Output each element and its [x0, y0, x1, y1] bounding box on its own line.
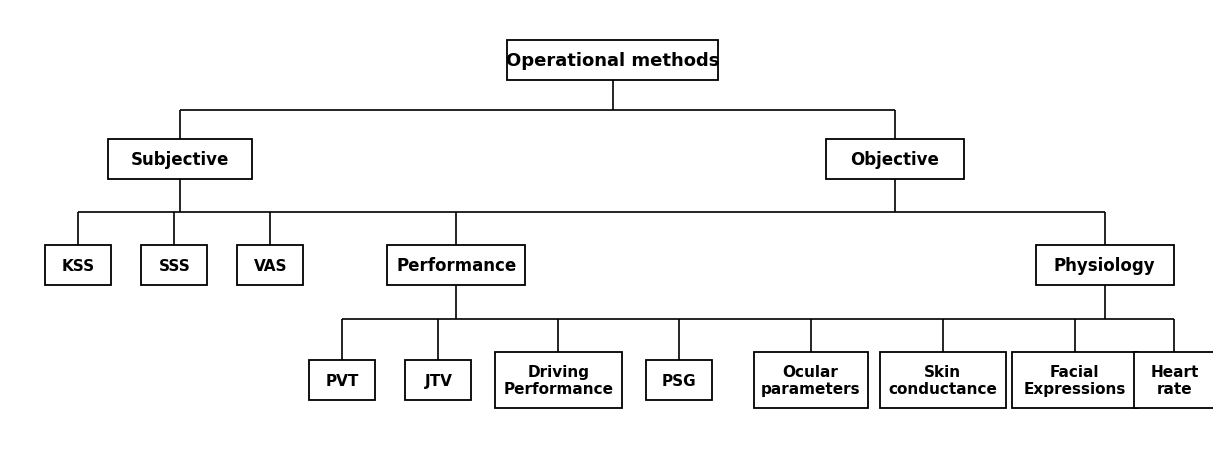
Text: Ocular
parameters: Ocular parameters	[761, 364, 860, 397]
Text: Skin
conductance: Skin conductance	[888, 364, 997, 397]
Text: Objective: Objective	[850, 151, 940, 169]
FancyBboxPatch shape	[826, 140, 964, 180]
FancyBboxPatch shape	[405, 360, 472, 400]
Text: Physiology: Physiology	[1054, 257, 1155, 274]
FancyBboxPatch shape	[1012, 352, 1138, 409]
FancyBboxPatch shape	[880, 352, 1006, 409]
FancyBboxPatch shape	[141, 245, 207, 285]
Text: KSS: KSS	[61, 258, 94, 273]
Text: PVT: PVT	[326, 373, 359, 388]
FancyBboxPatch shape	[507, 40, 718, 81]
Text: JTV: JTV	[425, 373, 452, 388]
Text: VAS: VAS	[254, 258, 287, 273]
Text: Facial
Expressions: Facial Expressions	[1024, 364, 1126, 397]
FancyBboxPatch shape	[238, 245, 304, 285]
FancyBboxPatch shape	[1133, 352, 1215, 409]
Text: Operational methods: Operational methods	[506, 52, 719, 70]
FancyBboxPatch shape	[495, 352, 621, 409]
FancyBboxPatch shape	[1035, 245, 1174, 285]
FancyBboxPatch shape	[387, 245, 526, 285]
FancyBboxPatch shape	[108, 140, 252, 180]
FancyBboxPatch shape	[753, 352, 867, 409]
Text: Performance: Performance	[397, 257, 517, 274]
Text: SSS: SSS	[158, 258, 190, 273]
Text: Subjective: Subjective	[131, 151, 229, 169]
FancyBboxPatch shape	[45, 245, 111, 285]
Text: Heart
rate: Heart rate	[1150, 364, 1198, 397]
FancyBboxPatch shape	[310, 360, 375, 400]
Text: PSG: PSG	[662, 373, 696, 388]
Text: Driving
Performance: Driving Performance	[503, 364, 614, 397]
FancyBboxPatch shape	[646, 360, 712, 400]
